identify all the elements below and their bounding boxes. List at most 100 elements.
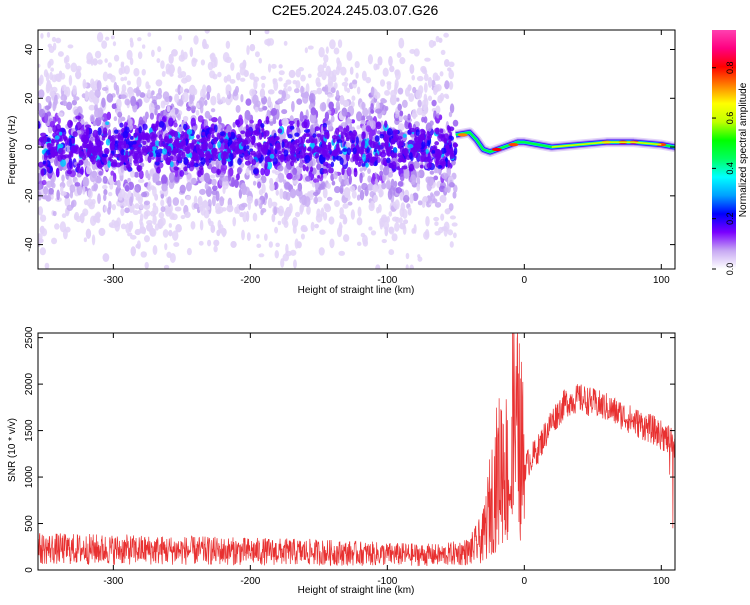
spectrogram-cell bbox=[304, 175, 312, 182]
spectrogram-cell bbox=[356, 111, 363, 122]
spectrogram-cell bbox=[340, 130, 344, 139]
spectrogram-cell bbox=[449, 153, 455, 159]
spectrogram-cell bbox=[158, 120, 165, 128]
spectrogram-cell bbox=[238, 149, 243, 155]
spectrogram-cell bbox=[190, 105, 197, 111]
spectrogram-cell bbox=[298, 162, 304, 168]
spectrogram-cell bbox=[335, 90, 340, 99]
spectrogram-cell bbox=[292, 224, 297, 234]
spectrogram-cell bbox=[104, 36, 110, 41]
spectrogram-cell bbox=[167, 160, 171, 165]
spectrogram-cell bbox=[349, 185, 356, 192]
spectrogram-cell bbox=[341, 107, 348, 117]
spectrogram-cell bbox=[273, 80, 279, 91]
spectrogram-cell bbox=[57, 117, 61, 125]
spectrogram-cell bbox=[365, 125, 372, 132]
spectrogram-cell bbox=[335, 127, 340, 135]
spectrogram-cell bbox=[57, 143, 64, 149]
spectrogram-cell bbox=[445, 95, 450, 100]
spectrogram-cell bbox=[258, 253, 265, 258]
spectrogram-ytick-label: 40 bbox=[24, 44, 35, 56]
spectrogram-cell bbox=[327, 93, 332, 98]
spectrogram-cell bbox=[101, 97, 106, 108]
spectrogram-cell bbox=[413, 224, 417, 234]
spectrogram-cell bbox=[160, 110, 164, 117]
spectrogram-cell bbox=[171, 49, 178, 57]
spectrogram-cell bbox=[179, 86, 184, 94]
spectrogram-cell bbox=[244, 136, 251, 145]
spectrogram-cell bbox=[123, 76, 128, 81]
spectrogram-cell bbox=[173, 242, 180, 247]
spectrogram-cell bbox=[438, 114, 443, 121]
spectrogram-cell bbox=[303, 91, 309, 99]
spectrogram-cell bbox=[328, 101, 334, 110]
spectrogram-cell bbox=[113, 81, 118, 91]
spectrogram-cell bbox=[365, 154, 369, 161]
spectrogram-cell bbox=[397, 87, 404, 95]
spectrogram-cell bbox=[260, 75, 267, 80]
spectrogram-cell bbox=[452, 142, 458, 148]
spectrogram-cell bbox=[204, 30, 210, 34]
spectrogram-cell bbox=[175, 136, 180, 145]
spectrogram-cell bbox=[383, 220, 390, 230]
spectrogram-cell bbox=[237, 135, 242, 144]
spectrogram-cell bbox=[361, 163, 366, 167]
spectrogram-cell bbox=[66, 170, 72, 175]
spectrogram-cell bbox=[92, 120, 97, 127]
spectrogram-cell bbox=[134, 184, 142, 193]
spectrogram-cell bbox=[51, 36, 57, 42]
spectrogram-cell bbox=[398, 217, 403, 224]
spectrogram-cell bbox=[210, 95, 217, 106]
spectrogram-cell bbox=[142, 140, 147, 146]
spectrogram-cell bbox=[278, 77, 283, 82]
spectrogram-cell bbox=[263, 130, 270, 137]
spectrogram-cell bbox=[101, 136, 106, 141]
spectrogram-cell bbox=[368, 226, 373, 231]
spectrogram-cell bbox=[345, 125, 350, 133]
spectrogram-cell bbox=[168, 53, 174, 64]
spectrogram-cell bbox=[384, 226, 389, 237]
spectrogram-cell bbox=[432, 72, 439, 82]
spectrogram-cell bbox=[144, 210, 151, 217]
spectrogram-cell bbox=[345, 118, 353, 124]
spectrogram-cell bbox=[234, 206, 239, 214]
spectrogram-cell bbox=[296, 153, 300, 159]
spectrogram-cell bbox=[415, 129, 420, 137]
spectrogram-cell bbox=[300, 140, 304, 150]
spectrogram-cell bbox=[190, 161, 195, 166]
spectrogram-cell bbox=[160, 206, 166, 213]
spectrogram-cell bbox=[434, 201, 442, 208]
spectrogram-cell bbox=[164, 136, 168, 143]
spectrogram-cell bbox=[294, 211, 301, 218]
spectrogram-cell bbox=[117, 111, 123, 118]
spectrogram-cell bbox=[98, 227, 106, 236]
spectrogram-cell bbox=[51, 237, 58, 245]
spectrogram-cell bbox=[38, 238, 44, 244]
spectrogram-cell bbox=[338, 221, 343, 233]
spectrogram-cell bbox=[197, 195, 203, 206]
spectrogram-cell bbox=[359, 172, 363, 184]
spectrogram-cell bbox=[160, 60, 165, 70]
spectrogram-cell bbox=[222, 151, 228, 157]
spectrogram-cell bbox=[85, 165, 91, 175]
spectrogram-cell bbox=[72, 131, 78, 138]
spectrogram-cell bbox=[348, 174, 352, 185]
spectrogram-cell bbox=[251, 159, 257, 166]
spectrogram-cell bbox=[388, 162, 394, 168]
spectrogram-cell bbox=[327, 76, 333, 86]
spectrogram-cell bbox=[281, 90, 286, 99]
spectrogram-cell bbox=[377, 56, 383, 66]
spectrogram-cell bbox=[82, 185, 86, 195]
spectrogram-cell bbox=[103, 205, 108, 213]
spectrogram-cell bbox=[149, 151, 154, 158]
spectrogram-cell bbox=[289, 188, 297, 199]
spectrogram-cell bbox=[407, 206, 412, 216]
spectrogram-peak bbox=[491, 147, 502, 152]
spectrogram-cell bbox=[336, 57, 341, 65]
spectrogram-cell bbox=[301, 121, 308, 129]
spectrogram-cell bbox=[191, 57, 197, 68]
spectrogram-cell bbox=[137, 51, 143, 60]
spectrogram-cell bbox=[369, 130, 373, 142]
